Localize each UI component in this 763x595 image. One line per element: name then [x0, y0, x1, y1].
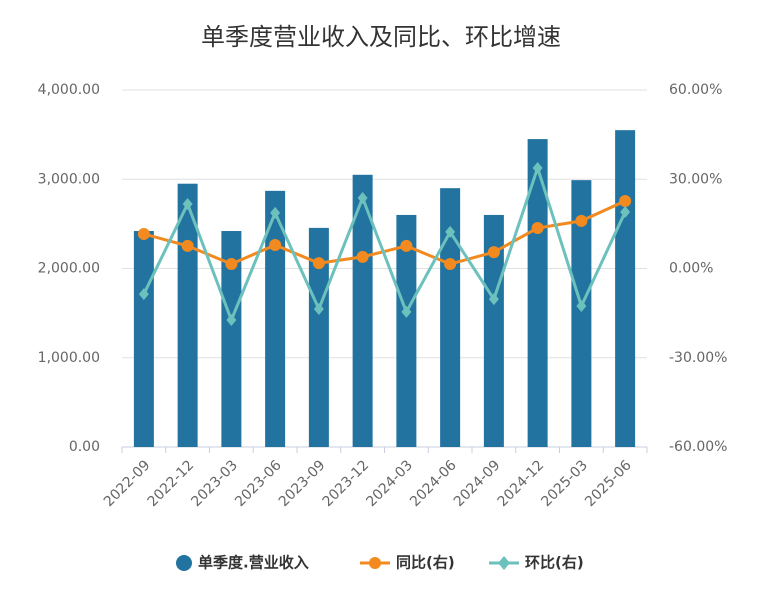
marker — [401, 305, 412, 318]
x-tick-label: 2024-09 — [451, 457, 504, 510]
y-tick-label: 2,000.00 — [38, 261, 100, 277]
x-tick-label: 2023-03 — [188, 457, 241, 510]
marker — [531, 222, 544, 235]
marker — [270, 206, 281, 219]
x-tick-label: 2024-03 — [363, 457, 416, 510]
marker — [312, 257, 325, 270]
marker — [532, 161, 543, 174]
marker — [181, 239, 194, 252]
x-tick-label: 2024-12 — [495, 457, 548, 510]
legend-label: 同比(右) — [396, 554, 455, 572]
y2-tick-label: 60.00% — [669, 82, 722, 98]
x-tick-label: 2023-12 — [320, 457, 373, 510]
marker — [619, 194, 632, 207]
marker — [225, 258, 238, 271]
marker — [445, 225, 456, 238]
y-tick-label: 0.00 — [69, 439, 100, 455]
bar — [133, 231, 154, 447]
marker — [269, 238, 282, 251]
legend-swatch — [369, 557, 381, 569]
legend-label: 单季度.营业收入 — [198, 554, 309, 572]
marker — [138, 288, 149, 301]
marker — [576, 299, 587, 312]
x-tick-label: 2024-06 — [407, 457, 460, 510]
legend-swatch — [176, 555, 192, 571]
marker — [620, 205, 631, 218]
marker — [357, 191, 368, 204]
bar — [221, 231, 242, 447]
bar — [352, 174, 373, 447]
line — [142, 163, 627, 325]
marker — [356, 250, 369, 263]
bar — [440, 188, 461, 448]
y2-tick-label: -60.00% — [669, 439, 727, 455]
marker — [575, 214, 588, 227]
y-tick-label: 4,000.00 — [38, 82, 100, 98]
marker — [226, 313, 237, 326]
x-tick-label: 2025-03 — [538, 457, 591, 510]
legend-label: 环比(右) — [525, 554, 584, 572]
x-tick-label: 2025-06 — [582, 457, 635, 510]
y2-tick-label: 30.00% — [669, 171, 722, 187]
x-tick-label: 2022-09 — [101, 457, 154, 510]
legend-swatch — [498, 556, 510, 570]
bar — [265, 190, 286, 448]
marker — [444, 258, 457, 271]
marker — [487, 246, 500, 259]
bar — [396, 214, 417, 447]
bar — [308, 227, 329, 447]
bar — [615, 130, 636, 447]
marker — [182, 197, 193, 210]
marker — [137, 227, 150, 240]
y2-tick-label: -30.00% — [669, 350, 727, 366]
chart-title: 单季度营业收入及同比、环比增速 — [201, 23, 561, 51]
y2-tick-label: 0.00% — [669, 261, 713, 277]
marker — [488, 293, 499, 306]
bar — [527, 139, 548, 447]
x-tick-label: 2023-06 — [232, 457, 285, 510]
x-tick-label: 2023-09 — [276, 457, 329, 510]
bar — [483, 214, 504, 447]
y-tick-label: 1,000.00 — [38, 350, 100, 366]
x-tick-label: 2022-12 — [145, 457, 198, 510]
y-tick-label: 3,000.00 — [38, 171, 100, 187]
bar — [571, 180, 592, 447]
marker — [400, 239, 413, 252]
marker — [313, 302, 324, 315]
